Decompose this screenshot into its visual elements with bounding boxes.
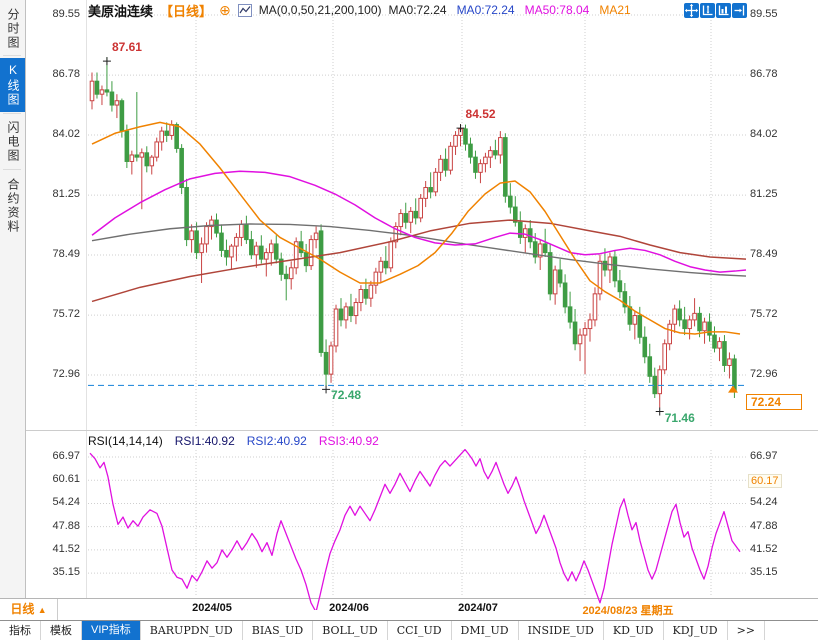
rsi-values: RSI1:40.92 RSI2:40.92 RSI3:40.92 [175, 434, 379, 448]
rsi-axis-label-right: 60.61 [750, 473, 778, 486]
indicator-tab-bar: 指标 模板 VIP指标 BARUPDN_UD BIAS_UD BOLL_UD CCI_UD D… [0, 620, 818, 640]
price-axis-label-left: 89.55 [52, 8, 80, 20]
rsi-axis-label-left: 66.97 [52, 450, 80, 462]
ma-value-3: MA21 [599, 3, 631, 17]
price-axis-label-left: 81.25 [52, 188, 80, 201]
price-axis-label-right: 84.02 [750, 128, 778, 140]
rsi-value-2: RSI2:40.92 [246, 434, 307, 448]
rsi-axis-label-left: 47.88 [52, 519, 80, 532]
rsi-axis-label-right: 41.52 [750, 542, 778, 555]
price-axis-label-left: 78.49 [52, 248, 80, 260]
price-axis-label-right: 89.55 [750, 8, 778, 20]
chart-tools [684, 3, 747, 18]
rsi-axis-label-left: 60.61 [52, 473, 80, 486]
tab-INSIDE_UD[interactable]: INSIDE_UD [519, 621, 604, 640]
price-axis-label-right: 86.78 [750, 68, 778, 81]
price-axis-label-right: 78.49 [750, 248, 778, 260]
tab-KD_UD[interactable]: KD_UD [604, 621, 664, 640]
price-axis-label-left: 84.02 [52, 128, 80, 140]
add-icon[interactable]: ⊕ [219, 2, 231, 18]
tab-BIAS_UD[interactable]: BIAS_UD [243, 621, 314, 640]
price-axis-label-left: 72.96 [52, 368, 80, 380]
rsi-level-marker: 60.17 [748, 473, 782, 488]
annotation-72.48: 72.48 [331, 388, 362, 403]
date-label: 2024/07 [458, 602, 498, 614]
tab-VIP指标[interactable]: VIP指标 [82, 621, 141, 640]
tab-KDJ_UD[interactable]: KDJ_UD [664, 621, 728, 640]
sidebar-item-2[interactable]: 闪电图 [6, 121, 20, 163]
rsi-axis-label-left: 35.15 [52, 566, 80, 579]
tab-指标[interactable]: 指标 [0, 621, 41, 640]
up-arrow-icon: ▲ [37, 605, 47, 615]
ma-formula: MA(0,0,50,21,200,100) [258, 3, 382, 17]
rsi-formula: RSI(14,14,14) [88, 434, 163, 448]
ma-value-0: MA0:72.24 [388, 3, 447, 17]
price-axis-label-left: 75.72 [52, 308, 80, 321]
axis-range-icon[interactable] [700, 3, 715, 18]
date-label: 2024/05 [192, 602, 232, 614]
period-tag: 【日线】 [160, 3, 213, 19]
current-date-label: 2024/08/23 星期五 [582, 605, 674, 617]
pan-icon[interactable] [684, 3, 699, 18]
date-axis: 日线 ▲ 2024/05 2024/06 2024/07 2024/08/23 星期五 [0, 598, 818, 621]
page-forward-icon[interactable] [732, 3, 747, 18]
rsi-value-1: RSI1:40.92 [174, 434, 235, 448]
sidebar-separator [3, 169, 21, 170]
rsi-header: RSI(14,14,14) RSI1:40.92 RSI2:40.92 RSI3:4… [88, 434, 379, 448]
last-price-box: 72.24 [746, 393, 802, 410]
panel-divider [25, 430, 818, 431]
sidebar-separator [3, 55, 21, 56]
period-selector[interactable]: 日线 ▲ [0, 599, 58, 620]
symbol-name: 美原油连续 [88, 3, 154, 19]
rsi-axis-label-left: 54.24 [52, 496, 80, 509]
rsi-axis-label-left: 41.52 [52, 542, 80, 555]
price-axis-label-left: 86.78 [52, 68, 80, 81]
rsi-axis-label-right: 54.24 [750, 496, 778, 509]
tab-CCI_UD[interactable]: CCI_UD [388, 621, 452, 640]
more-tabs-button[interactable]: >> [728, 621, 765, 640]
rsi-value-3: RSI3:40.92 [318, 434, 379, 448]
sidebar-item-3[interactable]: 合约资料 [6, 178, 20, 234]
price-axis-label-right: 75.72 [750, 308, 778, 321]
chart-type-sidebar: 分时图 K线图闪电图合约资料 [0, 0, 26, 598]
tab-BARUPDN_UD[interactable]: BARUPDN_UD [141, 621, 243, 640]
axis-gutter-divider [86, 0, 87, 598]
ma-value-1: MA0:72.24 [456, 3, 515, 17]
date-label: 2024/06 [329, 602, 369, 614]
tab-BOLL_UD[interactable]: BOLL_UD [313, 621, 388, 640]
price-axis-label-right: 72.96 [750, 368, 778, 380]
sidebar-item-0[interactable]: 分时图 [6, 8, 20, 50]
chart-header: 美原油连续 【日线】 ⊕ MA(0,0,50,21,200,100) MA0:7… [88, 2, 631, 19]
sidebar-item-1[interactable]: K线图 [0, 58, 25, 112]
period-label: 日线 [10, 602, 35, 616]
tab-模板[interactable]: 模板 [41, 621, 82, 640]
axis-scale-icon[interactable] [716, 3, 731, 18]
sidebar-separator [3, 113, 21, 114]
rsi-axis-label-right: 66.97 [750, 450, 778, 462]
indicator-chart-icon[interactable] [237, 3, 252, 17]
rsi-axis-label-right: 35.15 [750, 566, 778, 579]
tab-DMI_UD[interactable]: DMI_UD [452, 621, 519, 640]
annotation-71.46: 71.46 [664, 410, 695, 425]
annotation-87.61: 87.61 [111, 40, 142, 55]
annotation-84.52: 84.52 [465, 107, 496, 122]
ma-values: MA0:72.24 MA0:72.24 MA50:78.04 MA21 [389, 3, 631, 17]
rsi-axis-label-right: 47.88 [750, 519, 778, 532]
ma-value-2: MA50:78.04 [524, 3, 590, 17]
price-axis-label-right: 81.25 [750, 188, 778, 201]
